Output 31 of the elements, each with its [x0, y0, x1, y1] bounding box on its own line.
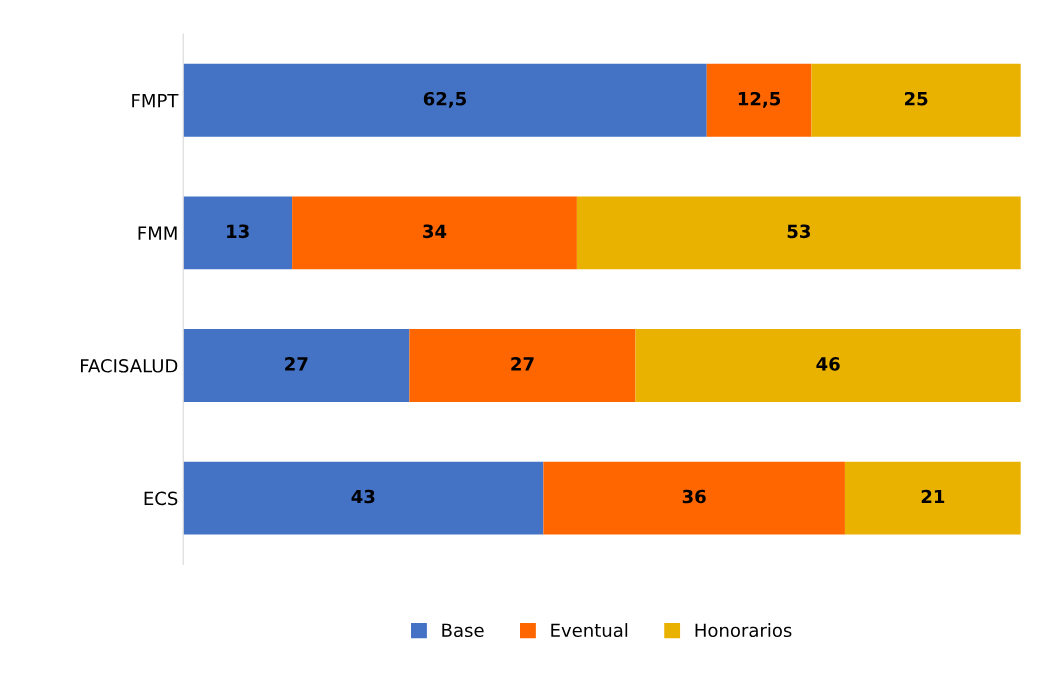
y-tick-label: FACISALUD	[81, 358, 178, 373]
legend-label: Honorarios	[695, 623, 792, 638]
bar	[576, 196, 1021, 270]
legend-label: Eventual	[551, 623, 628, 638]
data-label: 13	[227, 224, 249, 239]
data-label: 12,5	[738, 91, 781, 108]
bar	[543, 461, 845, 535]
bar	[183, 196, 293, 270]
bar	[292, 196, 577, 270]
data-label: 43	[351, 489, 375, 504]
y-tick-label: ECS	[144, 491, 178, 506]
bar	[183, 63, 707, 137]
data-label: 21	[921, 489, 945, 504]
bar	[183, 329, 410, 402]
data-label: 36	[682, 489, 706, 504]
data-label: 46	[816, 357, 840, 371]
data-label: 53	[787, 224, 810, 239]
bar	[811, 63, 1021, 137]
data-label: 27	[285, 357, 308, 371]
bar	[844, 461, 1021, 535]
y-tick-label: FMPT	[132, 94, 179, 108]
data-label: 25	[904, 91, 928, 106]
y-tick-label: FMM	[138, 226, 177, 240]
data-label: 27	[511, 357, 534, 371]
bar	[706, 63, 812, 137]
data-label: 34	[423, 224, 447, 239]
data-label: 62,5	[423, 91, 466, 108]
bar	[635, 329, 1021, 402]
legend-label: Base	[442, 623, 484, 638]
bar	[183, 461, 544, 535]
bar	[409, 329, 636, 402]
